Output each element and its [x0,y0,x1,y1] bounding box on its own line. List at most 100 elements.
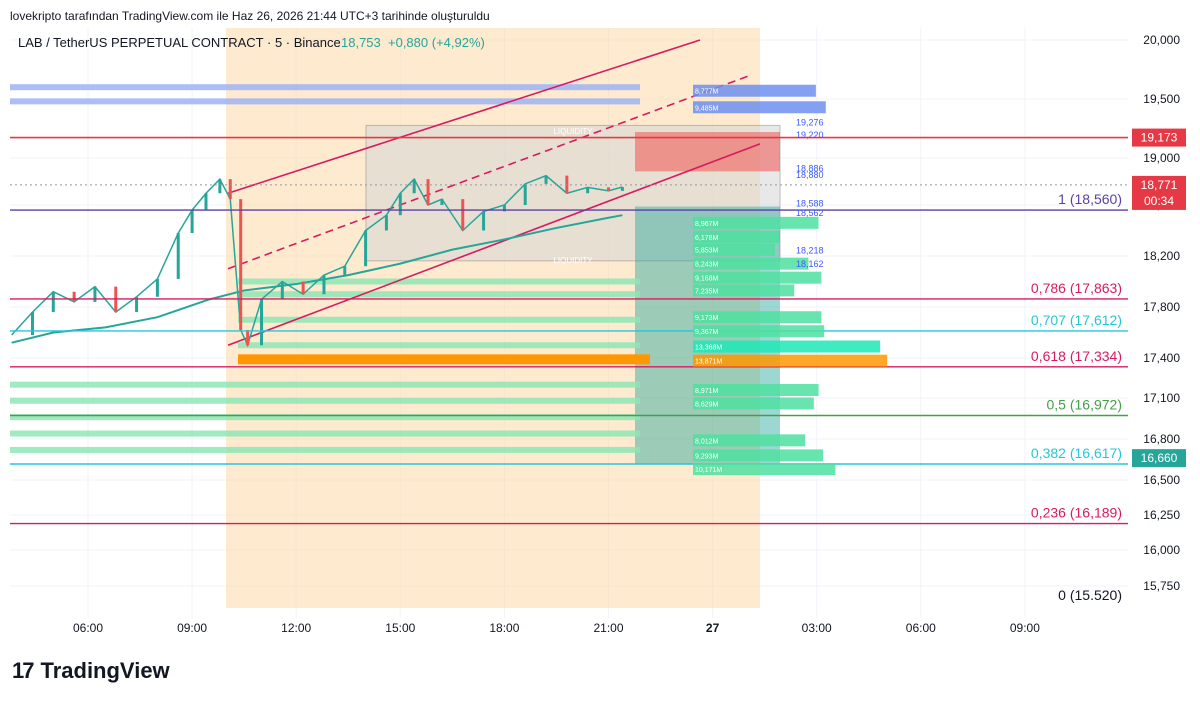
tradingview-logo[interactable]: 17 TradingView [12,658,170,684]
volume-label-13: 8,629M [695,401,719,408]
volume-label-11: 13,871M [695,359,722,366]
candle-22 [398,193,402,216]
zone-label-1: LIQUIDITY [553,256,593,265]
zone-value-7: 18,162 [796,259,824,269]
fib-label-0: 1 (18,560) [1058,191,1122,207]
liquidity-bar-orange [238,354,650,365]
volume-bar-0 [693,84,816,97]
moving-average [11,214,623,344]
volume-label-16: 10,171M [695,467,722,474]
candle-13 [239,199,243,330]
volume-bar-16 [693,463,836,476]
zone-value-0: 19,276 [796,117,824,127]
y-tick-10: 16,250 [1143,508,1180,522]
candle-15 [260,299,263,346]
liquidity-bar-8 [238,342,640,349]
candle-20 [364,230,368,267]
fib-label-5: 0,382 (16,617) [1031,445,1122,461]
order-block-red [635,132,780,172]
volume-bar-12 [693,384,819,396]
candle-27 [482,211,486,231]
y-tick-5: 17,800 [1143,300,1180,314]
price-tag-resistance-bg [1132,128,1186,147]
chart-attribution: lovekripto tarafından TradingView.com il… [10,9,490,23]
candle-23 [412,179,416,194]
volume-label-9: 9,367M [695,329,719,336]
liquidity-bar-7 [238,316,640,323]
price-tag-current: 18,771 [1141,178,1178,192]
candle-6 [135,296,139,313]
candle-25 [440,199,444,205]
price-tag-resistance: 19,173 [1141,131,1178,145]
y-tick-1: 19,500 [1143,92,1180,106]
fib-label-6: 0,236 (16,189) [1031,505,1122,521]
candle-10 [204,193,208,211]
volume-label-14: 8,012M [695,438,719,445]
x-tick-7: 03:00 [802,621,832,635]
liquidity-bar-4 [10,414,640,421]
price-tag-support-bg [1132,449,1186,468]
price-tag-support: 16,660 [1141,451,1178,465]
fib-label-7: 0 (15.520) [1058,587,1122,603]
liquidity-bar-3 [10,397,640,404]
candle-4 [93,286,97,302]
x-tick-9: 09:00 [1010,621,1040,635]
volume-bar-11 [693,354,888,367]
candle-33 [607,187,610,191]
volume-label-8: 9,173M [695,315,719,322]
y-tick-11: 16,000 [1143,543,1180,557]
channel-lower [227,143,761,346]
symbol-header: LAB / TetherUS PERPETUAL CONTRACT · 5 · … [18,35,485,50]
fib-label-4: 0,5 (16,972) [1047,396,1123,412]
candle-17 [301,281,305,295]
candle-19 [343,266,347,276]
x-tick-2: 12:00 [281,621,311,635]
volume-bar-1 [693,101,826,114]
y-tick-0: 20,000 [1143,33,1180,47]
tradingview-brand: TradingView [40,658,170,683]
candle-8 [176,233,180,279]
liquidity-bar-1 [10,98,640,105]
price-chart[interactable]: 1 (18,560) 0,786 (17,863) 0,707 (17,612) 0,… [0,28,1200,648]
zone-value-1: 19,220 [796,130,824,140]
candle-16 [280,281,284,300]
candle-2 [51,291,55,313]
volume-label-4: 5,853M [695,248,719,255]
volume-bar-7 [693,284,795,297]
volume-label-12: 8,971M [695,388,719,395]
volume-bar-5 [693,257,809,270]
volume-bar-10 [693,340,881,353]
liquidity-bar-0 [10,84,640,91]
candle-29 [523,183,527,205]
candle-1 [30,312,34,336]
candle-21 [384,215,388,231]
volume-bar-13 [693,397,814,410]
fib-label-2: 0,707 (17,612) [1031,312,1122,328]
volume-bar-4 [693,243,775,256]
volume-bar-9 [693,325,825,338]
chart-area[interactable]: 1 (18,560) 0,786 (17,863) 0,707 (17,612) 0,… [0,28,1200,648]
fib-label-1: 0,786 (17,863) [1031,280,1122,296]
tradingview-mark-icon: 17 [12,658,35,683]
y-tick-7: 17,100 [1143,391,1180,405]
volume-label-1: 9,485M [695,105,719,112]
x-tick-5: 21:00 [593,621,623,635]
volume-bar-6 [693,271,822,284]
zone-value-3: 18,880 [796,170,824,180]
y-tick-8: 16,800 [1143,432,1180,446]
x-tick-8: 06:00 [906,621,936,635]
candle-11 [218,179,222,194]
header-change: +0,880 (+4,92%) [388,35,485,50]
fib-label-3: 0,618 (17,334) [1031,348,1122,364]
candle-26 [461,199,465,231]
candle-18 [322,275,326,295]
y-tick-12: 15,750 [1143,579,1180,593]
volume-label-6: 9,168M [695,276,719,283]
zone-value-4: 18,588 [796,199,824,209]
y-tick-9: 16,500 [1143,473,1180,487]
liquidity-bar-10 [238,278,640,285]
candle-32 [586,187,590,194]
volume-bar-2 [693,216,819,229]
volume-label-10: 13,368M [695,345,722,352]
channel-upper [227,39,701,195]
